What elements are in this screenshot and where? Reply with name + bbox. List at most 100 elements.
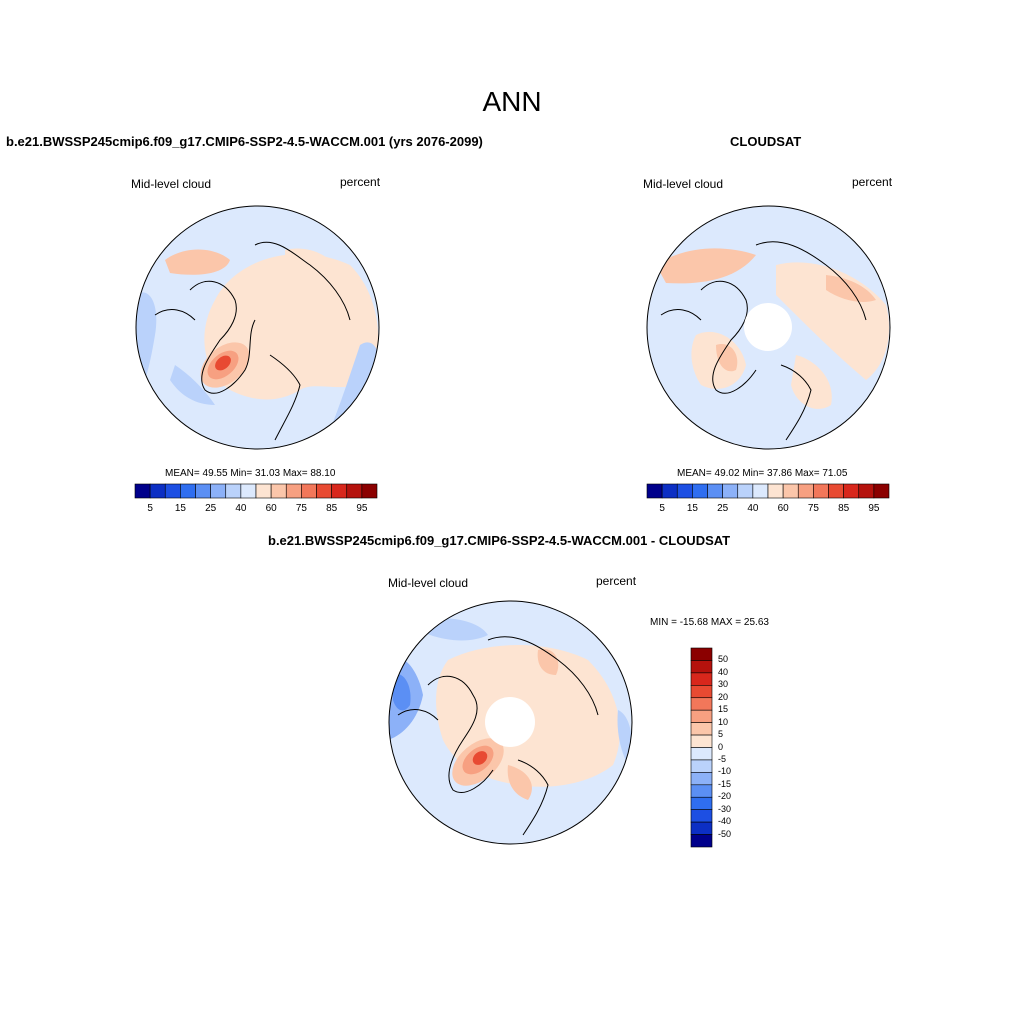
diff-colorbar-swatch bbox=[690, 672, 713, 686]
obs-units-label: percent bbox=[852, 175, 893, 189]
diff-colorbar-label: 20 bbox=[718, 691, 729, 702]
diff-colorbar-swatch bbox=[690, 796, 713, 810]
diff-colorbar-swatch bbox=[690, 772, 713, 786]
model-variable-label: Mid-level cloud bbox=[131, 177, 212, 191]
model-colorbar-swatch bbox=[180, 483, 196, 499]
figure-title: ANN bbox=[482, 86, 542, 117]
diff-panel-title: b.e21.BWSSP245cmip6.f09_g17.CMIP6-SSP2-4… bbox=[268, 533, 731, 548]
model-polar-map bbox=[135, 205, 380, 450]
diff-colorbar-label: 50 bbox=[718, 654, 729, 665]
diff-colorbar-swatch bbox=[690, 722, 713, 736]
model-colorbar-label: 15 bbox=[174, 503, 186, 514]
diff-colorbar-swatch bbox=[690, 747, 713, 761]
obs-variable-label: Mid-level cloud bbox=[643, 177, 724, 191]
obs-colorbar-swatch bbox=[737, 483, 754, 499]
diff-colorbar-swatch bbox=[690, 647, 713, 661]
model-colorbar-swatch bbox=[210, 483, 227, 499]
model-colorbar-swatch bbox=[195, 483, 211, 499]
diff-colorbar-label: 0 bbox=[718, 741, 724, 752]
diff-polar-map bbox=[388, 600, 633, 845]
diff-colorbar bbox=[690, 647, 713, 848]
obs-colorbar-swatch bbox=[646, 483, 663, 499]
diff-colorbar-label: -30 bbox=[718, 803, 732, 814]
obs-colorbar-label: 95 bbox=[868, 503, 880, 514]
obs-colorbar-label: 5 bbox=[659, 503, 665, 514]
diff-colorbar-label: 30 bbox=[718, 679, 729, 690]
model-colorbar-swatch bbox=[134, 483, 151, 499]
model-colorbar-swatch bbox=[361, 483, 378, 499]
obs-colorbar-swatch bbox=[843, 483, 860, 499]
model-colorbar-label: 95 bbox=[356, 503, 368, 514]
diff-colorbar-label: 40 bbox=[718, 666, 729, 677]
diff-colorbar-swatch bbox=[690, 660, 713, 674]
diff-colorbar-swatch bbox=[690, 821, 713, 835]
obs-colorbar-swatch bbox=[858, 483, 875, 499]
obs-stats: MEAN= 49.02 Min= 37.86 Max= 71.05 bbox=[677, 468, 848, 479]
diff-colorbar-label: 10 bbox=[718, 716, 729, 727]
diff-colorbar-label: -10 bbox=[718, 766, 732, 777]
diff-colorbar-swatch bbox=[690, 685, 713, 699]
diff-colorbar-labels: 50 40 30 20 15 10 5 0 -5 -10 -15 -20 -30 -40 -50 bbox=[718, 648, 748, 847]
obs-colorbar-swatch bbox=[676, 483, 693, 499]
obs-colorbar-swatch bbox=[692, 483, 708, 499]
obs-colorbar-swatch bbox=[767, 483, 784, 499]
obs-colorbar-swatch bbox=[828, 483, 844, 499]
diff-colorbar-swatch bbox=[690, 759, 713, 773]
diff-colorbar-swatch bbox=[690, 734, 713, 748]
obs-colorbar-label: 60 bbox=[777, 503, 789, 514]
diff-colorbar-label: -20 bbox=[718, 791, 732, 802]
diff-stats: MIN = -15.68 MAX = 25.63 bbox=[650, 617, 769, 628]
diff-variable-label: Mid-level cloud bbox=[388, 576, 469, 590]
diff-colorbar-label: -15 bbox=[718, 778, 732, 789]
model-stats: MEAN= 49.55 Min= 31.03 Max= 88.10 bbox=[165, 468, 336, 479]
diff-units-label: percent bbox=[596, 574, 637, 588]
diff-colorbar-label: -40 bbox=[718, 816, 732, 827]
model-colorbar-swatch bbox=[316, 483, 332, 499]
model-colorbar-swatch bbox=[270, 483, 287, 499]
model-units-label: percent bbox=[340, 175, 381, 189]
obs-polar-map bbox=[646, 205, 891, 450]
diff-colorbar-label: -50 bbox=[718, 828, 732, 839]
model-colorbar-label: 25 bbox=[205, 503, 217, 514]
model-colorbar bbox=[134, 483, 378, 499]
model-colorbar-labels: 5 15 25 40 60 75 85 95 bbox=[135, 503, 377, 517]
model-colorbar-swatch bbox=[240, 483, 257, 499]
diff-colorbar-label: 15 bbox=[718, 704, 729, 715]
diff-colorbar-swatch bbox=[690, 697, 713, 711]
obs-colorbar-swatch bbox=[707, 483, 723, 499]
obs-colorbar-label: 85 bbox=[838, 503, 850, 514]
model-colorbar-swatch bbox=[255, 483, 272, 499]
obs-colorbar-swatch bbox=[722, 483, 739, 499]
model-colorbar-swatch bbox=[285, 483, 302, 499]
model-colorbar-swatch bbox=[164, 483, 181, 499]
model-colorbar-swatch bbox=[301, 483, 317, 499]
model-colorbar-swatch bbox=[149, 483, 166, 499]
diff-colorbar-swatch bbox=[690, 784, 713, 798]
obs-colorbar-labels: 5 15 25 40 60 75 85 95 bbox=[647, 503, 889, 517]
obs-colorbar-swatch bbox=[813, 483, 829, 499]
model-colorbar-swatch bbox=[225, 483, 242, 499]
obs-colorbar-label: 25 bbox=[717, 503, 729, 514]
obs-colorbar-label: 75 bbox=[807, 503, 819, 514]
diff-colorbar-label: 5 bbox=[718, 729, 724, 740]
diff-colorbar-swatch bbox=[690, 709, 713, 723]
obs-colorbar-swatch bbox=[873, 483, 890, 499]
model-panel-title: b.e21.BWSSP245cmip6.f09_g17.CMIP6-SSP2-4… bbox=[6, 134, 483, 149]
model-colorbar-label: 75 bbox=[295, 503, 307, 514]
obs-colorbar bbox=[646, 483, 890, 499]
model-colorbar-label: 60 bbox=[265, 503, 277, 514]
obs-colorbar-swatch bbox=[752, 483, 769, 499]
obs-colorbar-swatch bbox=[661, 483, 678, 499]
diff-colorbar-swatch bbox=[690, 834, 713, 848]
obs-panel-title: CLOUDSAT bbox=[730, 134, 802, 149]
model-colorbar-label: 85 bbox=[326, 503, 338, 514]
obs-colorbar-swatch bbox=[797, 483, 814, 499]
model-colorbar-swatch bbox=[346, 483, 363, 499]
diff-colorbar-swatch bbox=[690, 809, 713, 823]
obs-colorbar-label: 15 bbox=[686, 503, 698, 514]
model-colorbar-label: 5 bbox=[147, 503, 153, 514]
model-colorbar-swatch bbox=[331, 483, 348, 499]
diff-colorbar-label: -5 bbox=[718, 753, 727, 764]
model-colorbar-label: 40 bbox=[235, 503, 247, 514]
obs-colorbar-label: 40 bbox=[747, 503, 759, 514]
